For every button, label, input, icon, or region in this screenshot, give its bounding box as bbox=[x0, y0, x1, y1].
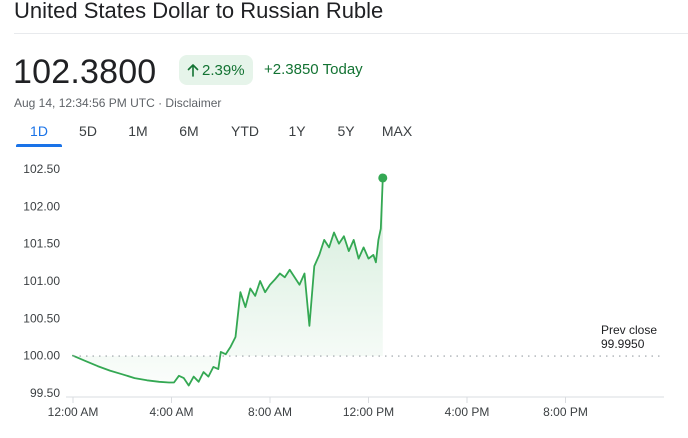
today-label: Today bbox=[322, 61, 363, 78]
range-tab-max[interactable]: MAX bbox=[381, 123, 413, 139]
current-price: 102.3800 bbox=[13, 53, 157, 91]
series-area bbox=[73, 178, 383, 386]
range-tab-1y[interactable]: 1Y bbox=[288, 123, 306, 139]
header-divider bbox=[14, 33, 688, 34]
plot-area bbox=[72, 173, 388, 387]
x-tick-label: 4:00 AM bbox=[149, 405, 193, 419]
y-tick-label: 100.50 bbox=[23, 311, 60, 325]
time-range-tabs: 1D 5D 1M 6M YTD 1Y 5Y MAX bbox=[14, 121, 420, 147]
x-tick-label: 8:00 AM bbox=[248, 405, 292, 419]
range-tab-5d[interactable]: 5D bbox=[79, 123, 97, 139]
y-tick-label: 100.00 bbox=[23, 349, 60, 363]
timestamp-text: Aug 14, 12:34:56 PM UTC · bbox=[14, 96, 166, 110]
page-title: United States Dollar to Russian Ruble bbox=[14, 0, 384, 23]
y-tick-label: 99.50 bbox=[30, 386, 60, 400]
absolute-change-value: +2.3850 bbox=[264, 61, 319, 78]
x-tick-label: 12:00 PM bbox=[343, 405, 394, 419]
prev-close-label: Prev close bbox=[601, 323, 657, 337]
y-tick-label: 101.50 bbox=[23, 237, 60, 251]
range-tab-6m[interactable]: 6M bbox=[179, 123, 199, 139]
x-axis: 12:00 AM 4:00 AM 8:00 AM 12:00 PM 4:00 PM 8:0… bbox=[48, 396, 664, 419]
x-tick-label: 12:00 AM bbox=[48, 405, 99, 419]
percent-change-badge: 2.39% bbox=[179, 55, 253, 85]
percent-change-value: 2.39% bbox=[202, 61, 245, 79]
x-tick-label: 8:00 PM bbox=[543, 405, 588, 419]
y-tick-label: 101.00 bbox=[23, 274, 60, 288]
y-axis: 99.50 100.00 100.50 101.00 101.50 102.00 102.5… bbox=[23, 162, 60, 400]
y-tick-label: 102.50 bbox=[23, 162, 60, 176]
range-tab-5y[interactable]: 5Y bbox=[337, 123, 355, 139]
x-tick-label: 4:00 PM bbox=[445, 405, 490, 419]
absolute-change: +2.3850 Today bbox=[264, 61, 363, 78]
quote-timestamp: Aug 14, 12:34:56 PM UTC · Disclaimer bbox=[14, 96, 221, 110]
series-line bbox=[72, 177, 384, 387]
y-tick-label: 102.00 bbox=[23, 199, 60, 213]
arrow-up-icon bbox=[187, 63, 199, 77]
price-chart[interactable]: 99.50 100.00 100.50 101.00 101.50 102.00 102.5… bbox=[0, 150, 688, 438]
range-tab-ytd[interactable]: YTD bbox=[231, 123, 259, 139]
range-tab-1m[interactable]: 1M bbox=[128, 123, 148, 139]
prev-close-value: 99.9950 bbox=[601, 337, 645, 351]
range-tab-1d[interactable]: 1D bbox=[14, 121, 64, 147]
last-price-point bbox=[378, 173, 388, 183]
disclaimer-link[interactable]: Disclaimer bbox=[165, 96, 222, 110]
